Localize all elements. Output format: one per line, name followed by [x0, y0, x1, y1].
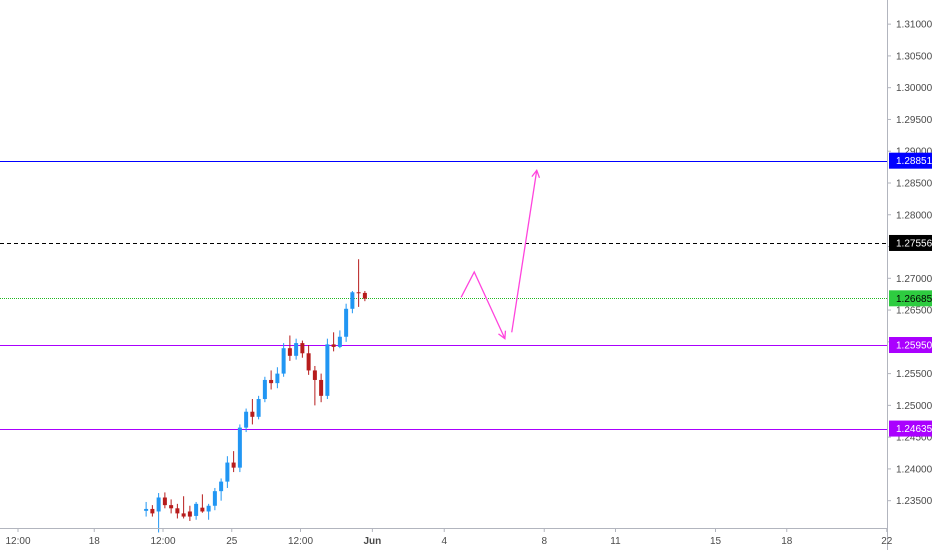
candle-body — [219, 481, 224, 492]
price-tick-label: 1.28000 — [896, 210, 932, 221]
candle-body — [169, 505, 174, 509]
candle-body — [194, 503, 199, 516]
price-badge — [889, 420, 932, 437]
candle-body — [275, 373, 280, 384]
price-tick-label: 1.31000 — [896, 20, 932, 31]
price-badge-label: 1.26685 — [896, 294, 932, 305]
price-badge-label: 1.24635 — [896, 424, 932, 435]
price-badge-label: 1.28851 — [896, 156, 932, 167]
time-tick-label: 12:00 — [150, 536, 175, 547]
price-tick-label: 1.26500 — [896, 306, 932, 317]
projection-path-up[interactable] — [511, 170, 538, 333]
time-tick-label: 18 — [89, 536, 101, 547]
candle-body — [356, 292, 361, 294]
projection-arrow-down — [498, 330, 507, 340]
candle-body — [212, 491, 217, 506]
price-axis-badges: 1.28851 1.27556 1.26685 1.25950 1.24635 — [889, 152, 932, 437]
time-tick-label: 12:00 — [5, 536, 30, 547]
price-tick-label: 1.24500 — [896, 433, 932, 444]
price-tick-label: 1.24000 — [896, 464, 932, 475]
candle-body — [312, 370, 317, 380]
candle-body — [181, 513, 186, 517]
candle-body — [250, 411, 255, 417]
price-badge-label: 1.27556 — [896, 238, 932, 249]
candle-body — [244, 411, 249, 428]
candle-body — [362, 292, 367, 299]
candle-body — [300, 343, 305, 354]
candle-body — [287, 348, 292, 356]
horizontal-levels — [0, 161, 887, 430]
price-badge — [889, 337, 932, 354]
candle-body — [237, 427, 242, 468]
candle-body — [231, 462, 236, 468]
candle-body — [175, 508, 180, 514]
candle-body — [200, 507, 205, 512]
candle-body — [144, 508, 149, 511]
price-badge — [889, 234, 932, 251]
price-tick-label: 1.30500 — [896, 51, 932, 62]
candle-body — [294, 343, 299, 356]
candle-body — [306, 353, 311, 371]
candle-body — [225, 462, 230, 482]
time-tick-label: 15 — [710, 536, 722, 547]
projection-path — [460, 168, 541, 340]
projection-arrow-up — [531, 168, 541, 179]
time-axis-ticks: 12:00 18 12:00 25 12:00 Jun 4 8 11 15 18 22 — [5, 528, 893, 547]
candle-body — [331, 344, 336, 347]
price-tick-label: 1.29500 — [896, 115, 932, 126]
candle-body — [269, 379, 274, 384]
time-tick-label: 4 — [441, 536, 447, 547]
price-tick-label: 1.30000 — [896, 83, 932, 94]
candle-body — [206, 505, 211, 512]
projection-path-down[interactable] — [460, 270, 506, 339]
price-tick-label: 1.28500 — [896, 178, 932, 189]
price-tick-label: 1.23500 — [896, 496, 932, 507]
candlesticks — [144, 259, 367, 533]
candle-body — [150, 508, 155, 514]
price-tick-label: 1.27000 — [896, 274, 932, 285]
candle-body — [344, 308, 349, 337]
candle-body — [162, 497, 167, 506]
candle-body — [256, 399, 261, 417]
price-tick-label: 1.25000 — [896, 401, 932, 412]
price-tick-label: 1.29000 — [896, 147, 932, 158]
time-tick-label: 22 — [881, 536, 893, 547]
candle-body — [281, 348, 286, 374]
candle-body — [319, 379, 324, 396]
candle-body — [337, 336, 342, 347]
price-badge-label: 1.25950 — [896, 341, 932, 352]
time-tick-label: 11 — [610, 536, 621, 547]
candle-body — [262, 379, 267, 400]
candle-body — [156, 497, 161, 512]
candle-body — [187, 511, 192, 517]
candle-body — [325, 344, 330, 396]
price-axis-background[interactable] — [887, 0, 932, 528]
price-badge — [889, 290, 932, 307]
time-tick-label: 8 — [541, 536, 547, 547]
price-badge — [889, 152, 932, 169]
time-tick-label: Jun — [363, 536, 381, 547]
candle-body — [350, 292, 355, 309]
time-tick-label: 18 — [781, 536, 793, 547]
time-tick-label: 25 — [226, 536, 238, 547]
price-tick-label: 1.25500 — [896, 369, 932, 380]
time-tick-label: 12:00 — [288, 536, 313, 547]
